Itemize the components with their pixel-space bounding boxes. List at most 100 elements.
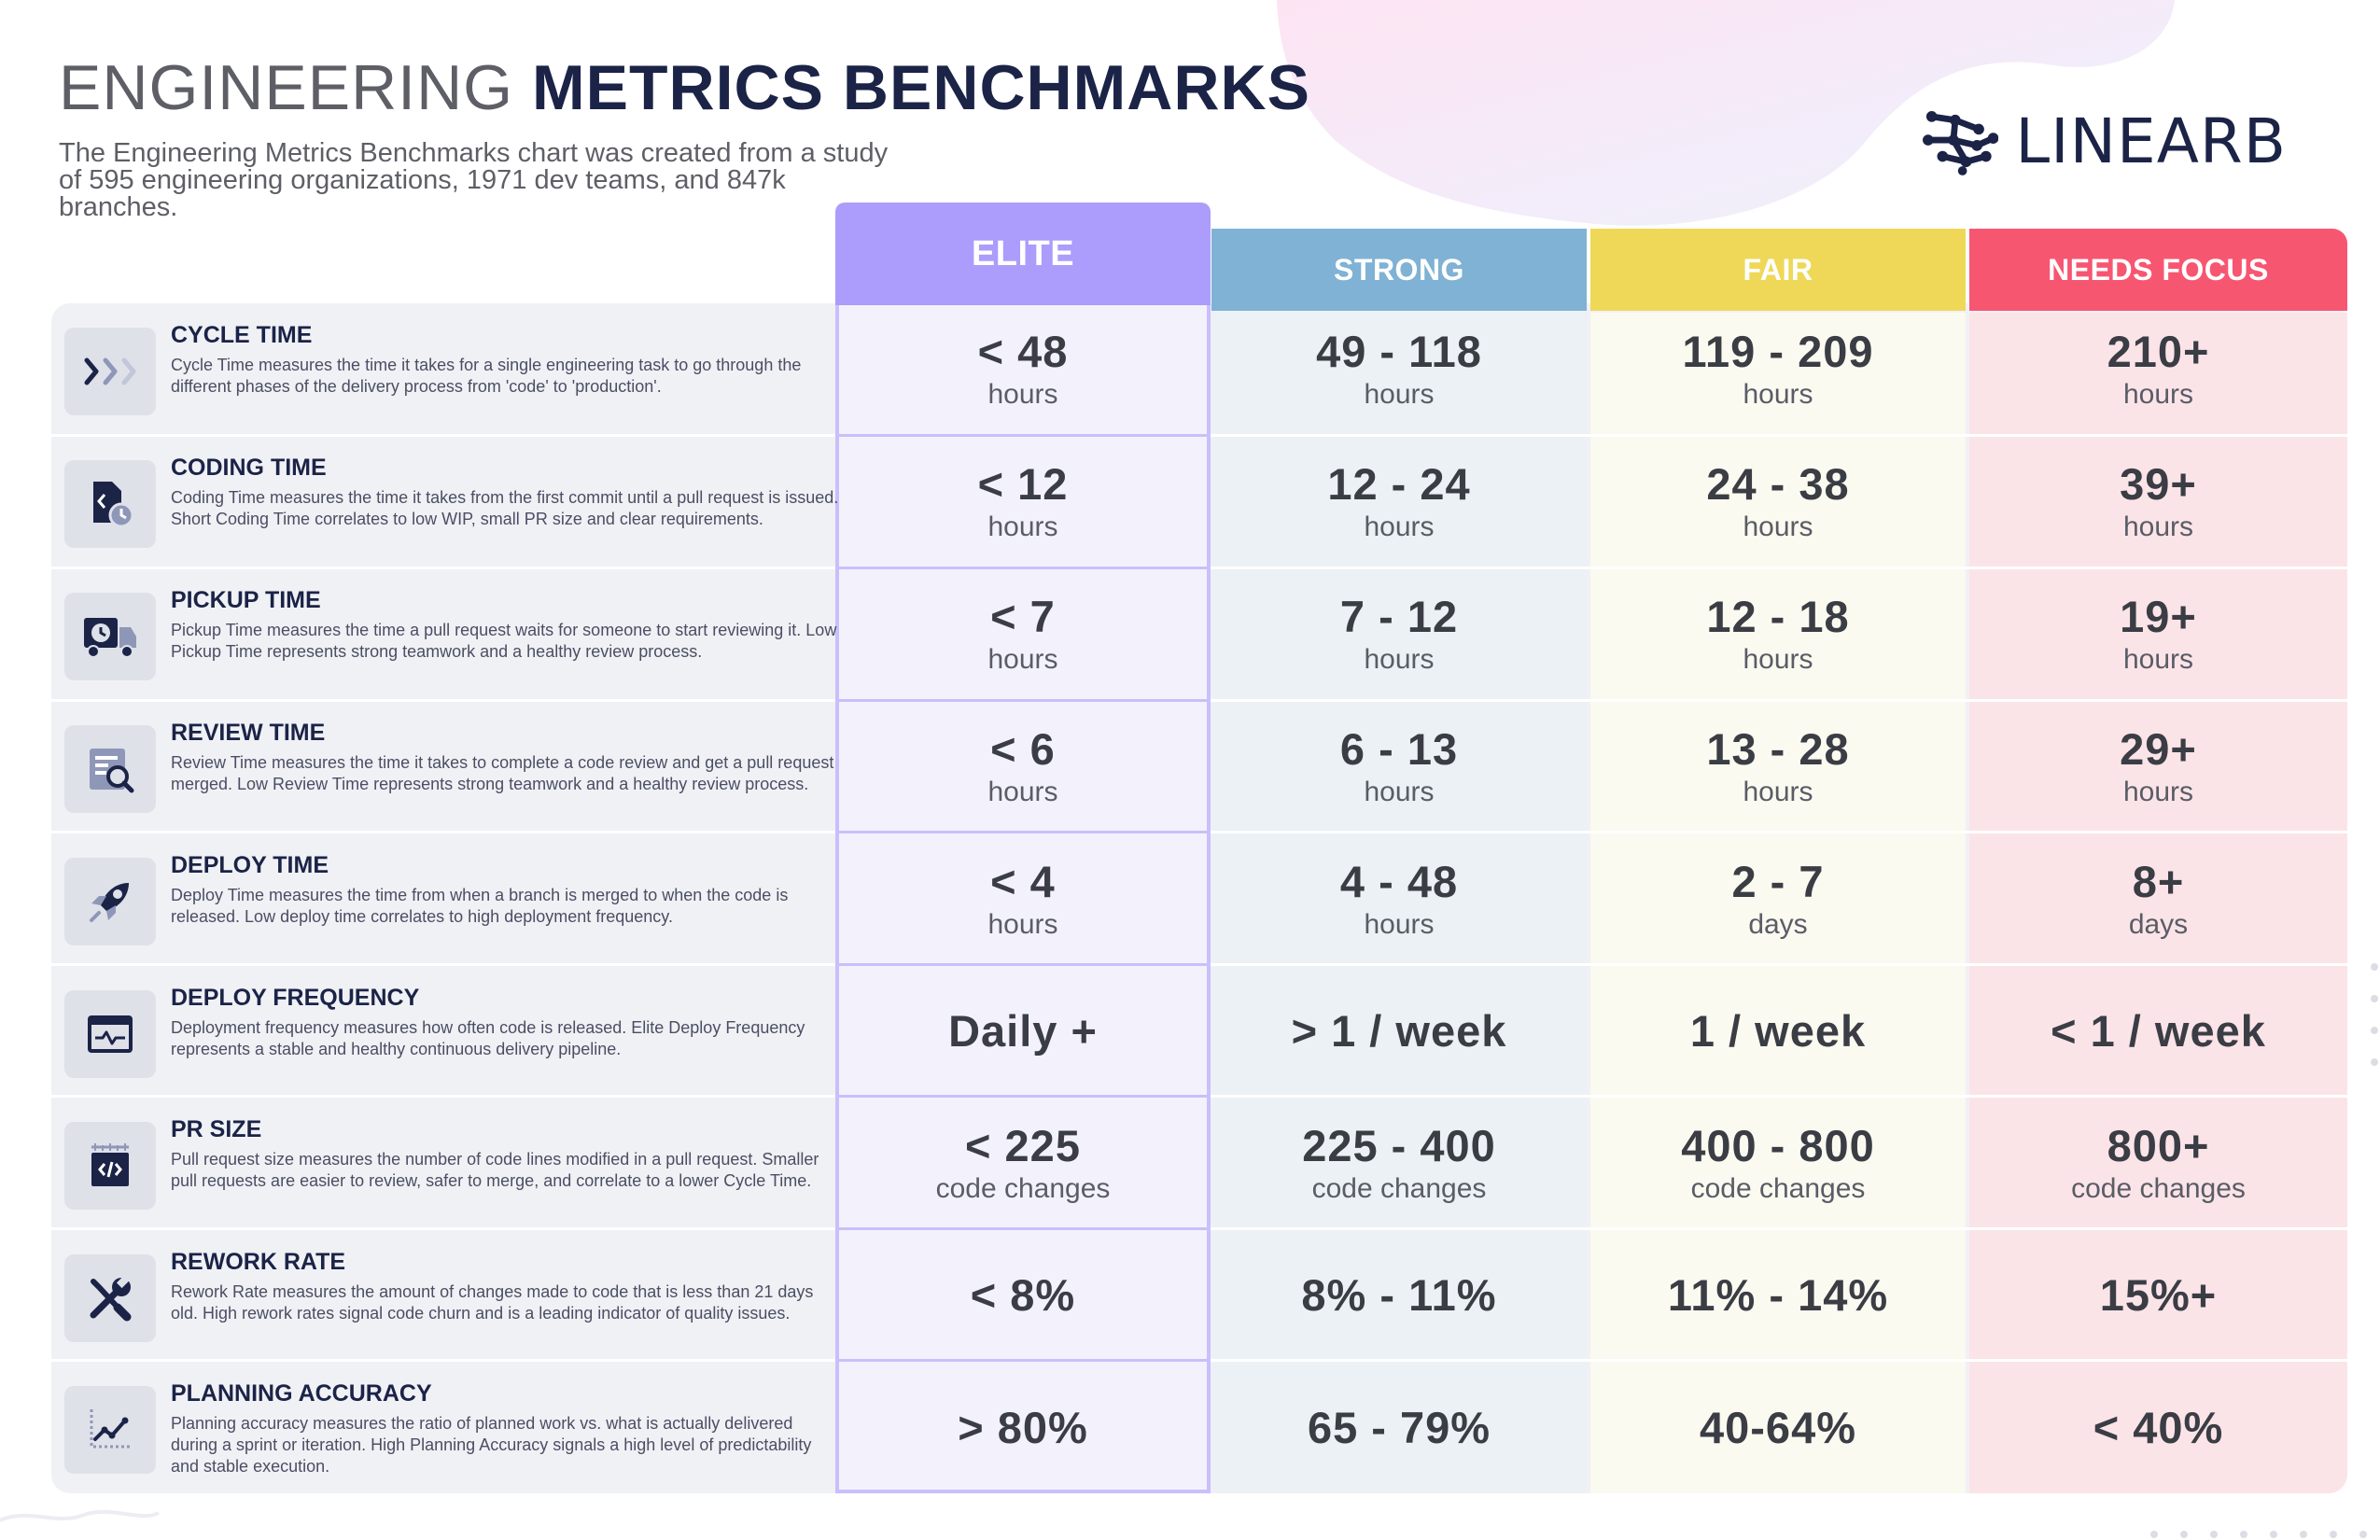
column-header-elite: ELITE bbox=[835, 203, 1211, 305]
column-header-strong: STRONG bbox=[1211, 229, 1587, 311]
metric-title: REVIEW TIME bbox=[171, 720, 326, 746]
value-unit: hours bbox=[1743, 511, 1813, 542]
value-range: > 80% bbox=[958, 1402, 1088, 1452]
value-range: 39+ bbox=[2120, 459, 2197, 510]
value-cell-strong: 12 - 24 hours bbox=[1211, 436, 1587, 568]
value-cell-elite: < 12 hours bbox=[835, 436, 1211, 568]
value-range: 800+ bbox=[2107, 1121, 2210, 1171]
value-cell-strong: 6 - 13 hours bbox=[1211, 701, 1587, 833]
linearb-wordmark: LINEARB bbox=[2015, 105, 2287, 177]
metric-description: Cycle Time measures the time it takes fo… bbox=[171, 356, 802, 396]
metric-title: DEPLOY FREQUENCY bbox=[171, 985, 420, 1011]
value-unit: code changes bbox=[2071, 1172, 2246, 1204]
metric-row-deploy-time: DEPLOY TIME Deploy Time measures the tim… bbox=[51, 833, 835, 964]
metric-row-pr-size: PR SIZE Pull request size measures the n… bbox=[51, 1098, 835, 1228]
value-range: 210+ bbox=[2107, 327, 2210, 377]
metric-title: DEPLOY TIME bbox=[171, 852, 329, 878]
value-range: 29+ bbox=[2120, 724, 2197, 775]
metric-description: Pickup Time measures the time a pull req… bbox=[171, 621, 837, 661]
metric-icon-box bbox=[64, 990, 156, 1078]
value-unit: code changes bbox=[935, 1172, 1111, 1204]
metric-row-pickup-time: PICKUP TIME Pickup Time measures the tim… bbox=[51, 568, 836, 699]
metric-row-planning-accuracy: PLANNING ACCURACY Planning accuracy meas… bbox=[51, 1362, 835, 1492]
metric-description: Review Time measures the time it takes t… bbox=[171, 753, 834, 793]
value-range: Daily + bbox=[948, 1006, 1098, 1057]
metric-title: PLANNING ACCURACY bbox=[171, 1380, 432, 1407]
linearb-molecule-icon bbox=[1923, 111, 1999, 175]
value-cell-strong: 49 - 118 hours bbox=[1211, 303, 1587, 436]
value-cell-elite: Daily + bbox=[835, 966, 1211, 1097]
value-range: 7 - 12 bbox=[1339, 592, 1459, 642]
column-elite-bg bbox=[835, 303, 1211, 1493]
value-range: 2 - 7 bbox=[1731, 857, 1825, 907]
value-range: < 4 bbox=[990, 857, 1056, 907]
browser-pulse-icon bbox=[88, 1015, 133, 1053]
value-cell-strong: 65 - 79% bbox=[1211, 1362, 1587, 1493]
value-cell-fair: 119 - 209 hours bbox=[1590, 303, 1966, 436]
value-range: 12 - 24 bbox=[1327, 459, 1471, 510]
code-ruler-icon bbox=[91, 1143, 129, 1186]
metric-icon-box bbox=[64, 725, 156, 813]
title-bold: METRICS BENCHMARKS bbox=[531, 52, 1310, 123]
value-cell-elite: < 6 hours bbox=[835, 701, 1211, 833]
elite-row-divider bbox=[835, 1095, 1211, 1098]
column-needs-focus-bg bbox=[1969, 313, 2347, 1493]
value-unit: hours bbox=[2122, 643, 2194, 675]
metric-row-cycle-time: CYCLE TIME Cycle Time measures the time … bbox=[51, 303, 835, 434]
value-cell-needs-focus: < 1 / week bbox=[1969, 966, 2347, 1097]
value-cell-strong: 225 - 400 code changes bbox=[1211, 1098, 1587, 1230]
metric-title: PR SIZE bbox=[171, 1116, 262, 1142]
value-cell-needs-focus: 800+ code changes bbox=[1969, 1098, 2347, 1230]
value-unit: hours bbox=[1364, 643, 1435, 675]
metric-row-deploy-frequency: DEPLOY FREQUENCY Deployment frequency me… bbox=[51, 966, 835, 1097]
decorative-dots bbox=[2150, 963, 2378, 1538]
value-unit: hours bbox=[1743, 776, 1813, 807]
metric-icon-box bbox=[64, 328, 156, 415]
wrench-screwdriver-icon bbox=[90, 1274, 132, 1322]
metric-description: Deploy Time measures the time from when … bbox=[171, 886, 789, 926]
page-title: ENGINEERING METRICS BENCHMARKS bbox=[59, 56, 1310, 119]
value-unit: code changes bbox=[1690, 1172, 1866, 1204]
value-range: 11% - 14% bbox=[1667, 1270, 1889, 1321]
metric-title: REWORK RATE bbox=[171, 1249, 346, 1275]
value-unit: hours bbox=[987, 511, 1058, 542]
rocket-icon bbox=[90, 883, 129, 922]
value-cell-fair: 24 - 38 hours bbox=[1590, 436, 1966, 568]
metric-title: PICKUP TIME bbox=[171, 587, 321, 613]
value-range: 13 - 28 bbox=[1706, 724, 1850, 775]
value-cell-strong: > 1 / week bbox=[1211, 966, 1587, 1097]
metric-description: Pull request size measures the number of… bbox=[171, 1150, 819, 1190]
page-subtitle: The Engineering Metrics Benchmarks chart… bbox=[59, 138, 889, 222]
value-range: < 40% bbox=[2093, 1402, 2224, 1452]
value-cell-elite: < 225 code changes bbox=[835, 1098, 1211, 1230]
value-range: 6 - 13 bbox=[1339, 724, 1459, 775]
metric-description: Planning accuracy measures the ratio of … bbox=[171, 1414, 812, 1476]
value-range: < 48 bbox=[977, 327, 1069, 377]
value-range: 8% - 11% bbox=[1301, 1270, 1497, 1321]
value-unit: hours bbox=[2122, 378, 2194, 410]
elite-row-divider bbox=[835, 567, 1211, 569]
metric-icon-box bbox=[64, 1254, 156, 1342]
metric-icon-box bbox=[64, 593, 156, 680]
value-unit: days bbox=[1748, 908, 1808, 940]
metric-description: Coding Time measures the time it takes f… bbox=[171, 488, 839, 528]
value-unit: hours bbox=[1364, 511, 1435, 542]
value-range: 49 - 118 bbox=[1316, 327, 1482, 377]
value-range: 15%+ bbox=[2099, 1270, 2218, 1321]
value-range: 65 - 79% bbox=[1307, 1402, 1491, 1452]
linearb-logo: LINEARB bbox=[1923, 105, 2287, 179]
value-cell-fair: 400 - 800 code changes bbox=[1590, 1098, 1966, 1230]
value-unit: hours bbox=[1743, 378, 1813, 410]
value-unit: hours bbox=[1364, 776, 1435, 807]
value-range: > 1 / week bbox=[1291, 1006, 1507, 1057]
elite-row-divider bbox=[835, 831, 1211, 833]
value-cell-fair: 40-64% bbox=[1590, 1362, 1966, 1493]
value-unit: hours bbox=[987, 908, 1058, 940]
value-cell-needs-focus: 210+ hours bbox=[1969, 303, 2347, 436]
value-cell-needs-focus: 39+ hours bbox=[1969, 436, 2347, 568]
line-chart-icon bbox=[90, 1409, 131, 1449]
value-cell-needs-focus: 8+ days bbox=[1969, 833, 2347, 966]
value-unit: hours bbox=[987, 776, 1058, 807]
document-magnifier-icon bbox=[90, 749, 134, 793]
elite-row-divider bbox=[835, 1227, 1211, 1230]
